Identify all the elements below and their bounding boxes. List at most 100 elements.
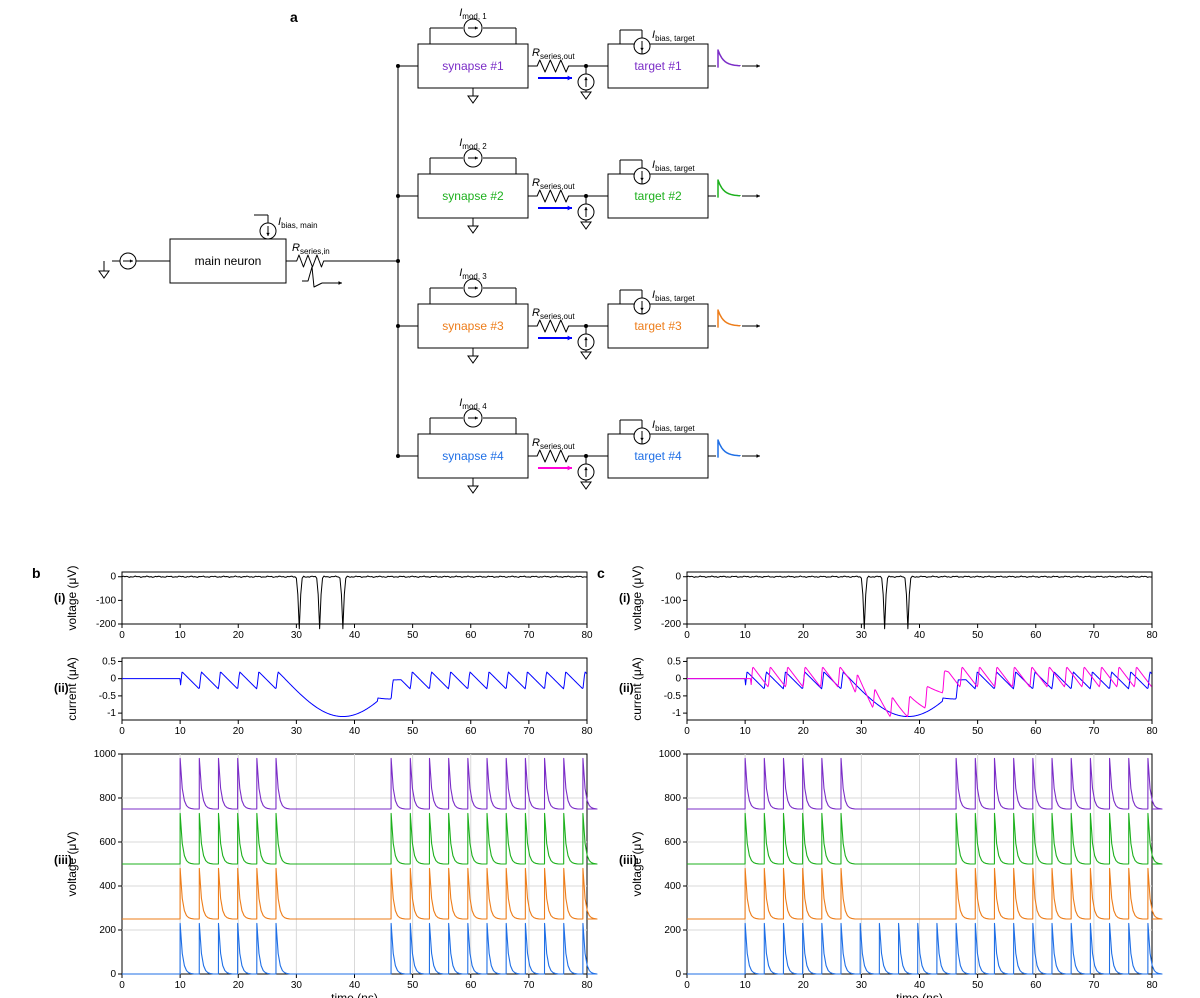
svg-text:-100: -100 (661, 595, 681, 606)
svg-text:10: 10 (175, 726, 187, 737)
svg-text:synapse #1: synapse #1 (442, 59, 504, 73)
svg-text:600: 600 (664, 837, 681, 848)
svg-text:80: 80 (581, 980, 593, 991)
svg-text:80: 80 (1146, 726, 1158, 737)
svg-text:50: 50 (972, 726, 984, 737)
svg-text:0: 0 (684, 980, 690, 991)
svg-text:Ibias, main: Ibias, main (278, 216, 318, 230)
svg-text:b: b (32, 565, 41, 581)
svg-text:200: 200 (664, 925, 681, 936)
svg-text:40: 40 (914, 630, 926, 641)
svg-text:20: 20 (233, 630, 245, 641)
svg-text:20: 20 (798, 630, 810, 641)
svg-text:20: 20 (798, 726, 810, 737)
svg-text:400: 400 (664, 881, 681, 892)
svg-text:60: 60 (1030, 726, 1042, 737)
panel-a: a main neuron Ibias, main Rseries,in synapse… (99, 7, 760, 493)
svg-text:0: 0 (684, 630, 690, 641)
svg-text:0: 0 (119, 726, 125, 737)
svg-text:70: 70 (523, 630, 535, 641)
svg-text:50: 50 (972, 980, 984, 991)
svg-text:-200: -200 (661, 619, 681, 630)
svg-text:voltage (μV): voltage (μV) (630, 566, 644, 631)
panel-c: c(i)01020304050607080-200-1000voltage (μ… (597, 565, 1162, 998)
svg-text:30: 30 (856, 980, 868, 991)
svg-text:30: 30 (291, 726, 303, 737)
svg-text:20: 20 (798, 980, 810, 991)
svg-text:50: 50 (407, 630, 419, 641)
svg-text:Imod, 1: Imod, 1 (459, 7, 487, 21)
svg-text:20: 20 (233, 980, 245, 991)
svg-text:Rseries,out: Rseries,out (532, 47, 575, 61)
svg-text:voltage (μV): voltage (μV) (65, 566, 79, 631)
svg-text:0: 0 (684, 726, 690, 737)
svg-text:10: 10 (175, 980, 187, 991)
svg-text:200: 200 (99, 925, 116, 936)
svg-text:40: 40 (349, 630, 361, 641)
svg-text:Ibias, target: Ibias, target (652, 289, 695, 303)
svg-text:60: 60 (465, 980, 477, 991)
svg-text:0: 0 (675, 572, 681, 583)
svg-text:voltage (μV): voltage (μV) (65, 832, 79, 897)
svg-text:70: 70 (523, 726, 535, 737)
svg-text:Rseries,out: Rseries,out (532, 177, 575, 191)
svg-text:-100: -100 (96, 595, 116, 606)
svg-text:main neuron: main neuron (195, 254, 262, 268)
svg-text:10: 10 (740, 630, 752, 641)
svg-text:Rseries,out: Rseries,out (532, 437, 575, 451)
svg-text:(i): (i) (54, 591, 65, 605)
svg-text:-0.5: -0.5 (664, 691, 682, 702)
svg-text:target #1: target #1 (634, 59, 682, 73)
svg-text:target #3: target #3 (634, 319, 682, 333)
svg-text:40: 40 (914, 980, 926, 991)
svg-text:800: 800 (99, 793, 116, 804)
svg-text:Imod, 4: Imod, 4 (459, 397, 487, 411)
svg-text:0: 0 (110, 572, 116, 583)
svg-text:60: 60 (1030, 630, 1042, 641)
svg-text:0.5: 0.5 (667, 656, 681, 667)
svg-text:c: c (597, 565, 605, 581)
svg-text:800: 800 (664, 793, 681, 804)
svg-text:-1: -1 (672, 708, 681, 719)
svg-text:0: 0 (675, 674, 681, 685)
svg-text:0: 0 (110, 674, 116, 685)
svg-text:Ibias, target: Ibias, target (652, 29, 695, 43)
svg-text:synapse #4: synapse #4 (442, 449, 504, 463)
svg-text:60: 60 (465, 630, 477, 641)
svg-text:0.5: 0.5 (102, 656, 116, 667)
svg-text:a: a (290, 9, 298, 25)
svg-text:Ibias, target: Ibias, target (652, 419, 695, 433)
svg-text:1000: 1000 (94, 749, 117, 760)
panel-b: b (i) 0 10 20 30 40 50 60 70 80 -200 -100 0 voltage (μ… (32, 565, 597, 998)
svg-text:40: 40 (349, 726, 361, 737)
svg-text:synapse #3: synapse #3 (442, 319, 504, 333)
svg-text:Ibias, target: Ibias, target (652, 159, 695, 173)
svg-text:Imod, 3: Imod, 3 (459, 267, 487, 281)
svg-text:Rseries,out: Rseries,out (532, 307, 575, 321)
svg-text:target #2: target #2 (634, 189, 682, 203)
svg-text:50: 50 (972, 630, 984, 641)
svg-text:Imod, 2: Imod, 2 (459, 137, 487, 151)
svg-text:20: 20 (233, 726, 245, 737)
svg-text:70: 70 (1088, 980, 1100, 991)
svg-text:30: 30 (856, 726, 868, 737)
svg-text:current (μA): current (μA) (65, 657, 79, 721)
svg-text:10: 10 (740, 980, 752, 991)
svg-text:400: 400 (99, 881, 116, 892)
svg-text:-200: -200 (96, 619, 116, 630)
svg-text:80: 80 (1146, 630, 1158, 641)
svg-text:0: 0 (110, 969, 116, 980)
svg-text:600: 600 (99, 837, 116, 848)
svg-text:target #4: target #4 (634, 449, 682, 463)
svg-text:10: 10 (175, 630, 187, 641)
svg-text:70: 70 (523, 980, 535, 991)
svg-text:80: 80 (581, 630, 593, 641)
figure-svg: a main neuron Ibias, main Rseries,in synapse… (0, 0, 1200, 998)
svg-text:Rseries,in: Rseries,in (292, 242, 330, 256)
svg-text:time (ns): time (ns) (331, 991, 378, 998)
svg-text:time (ns): time (ns) (896, 991, 943, 998)
svg-text:60: 60 (465, 726, 477, 737)
svg-text:40: 40 (914, 726, 926, 737)
svg-text:50: 50 (407, 980, 419, 991)
svg-text:(i): (i) (619, 591, 630, 605)
